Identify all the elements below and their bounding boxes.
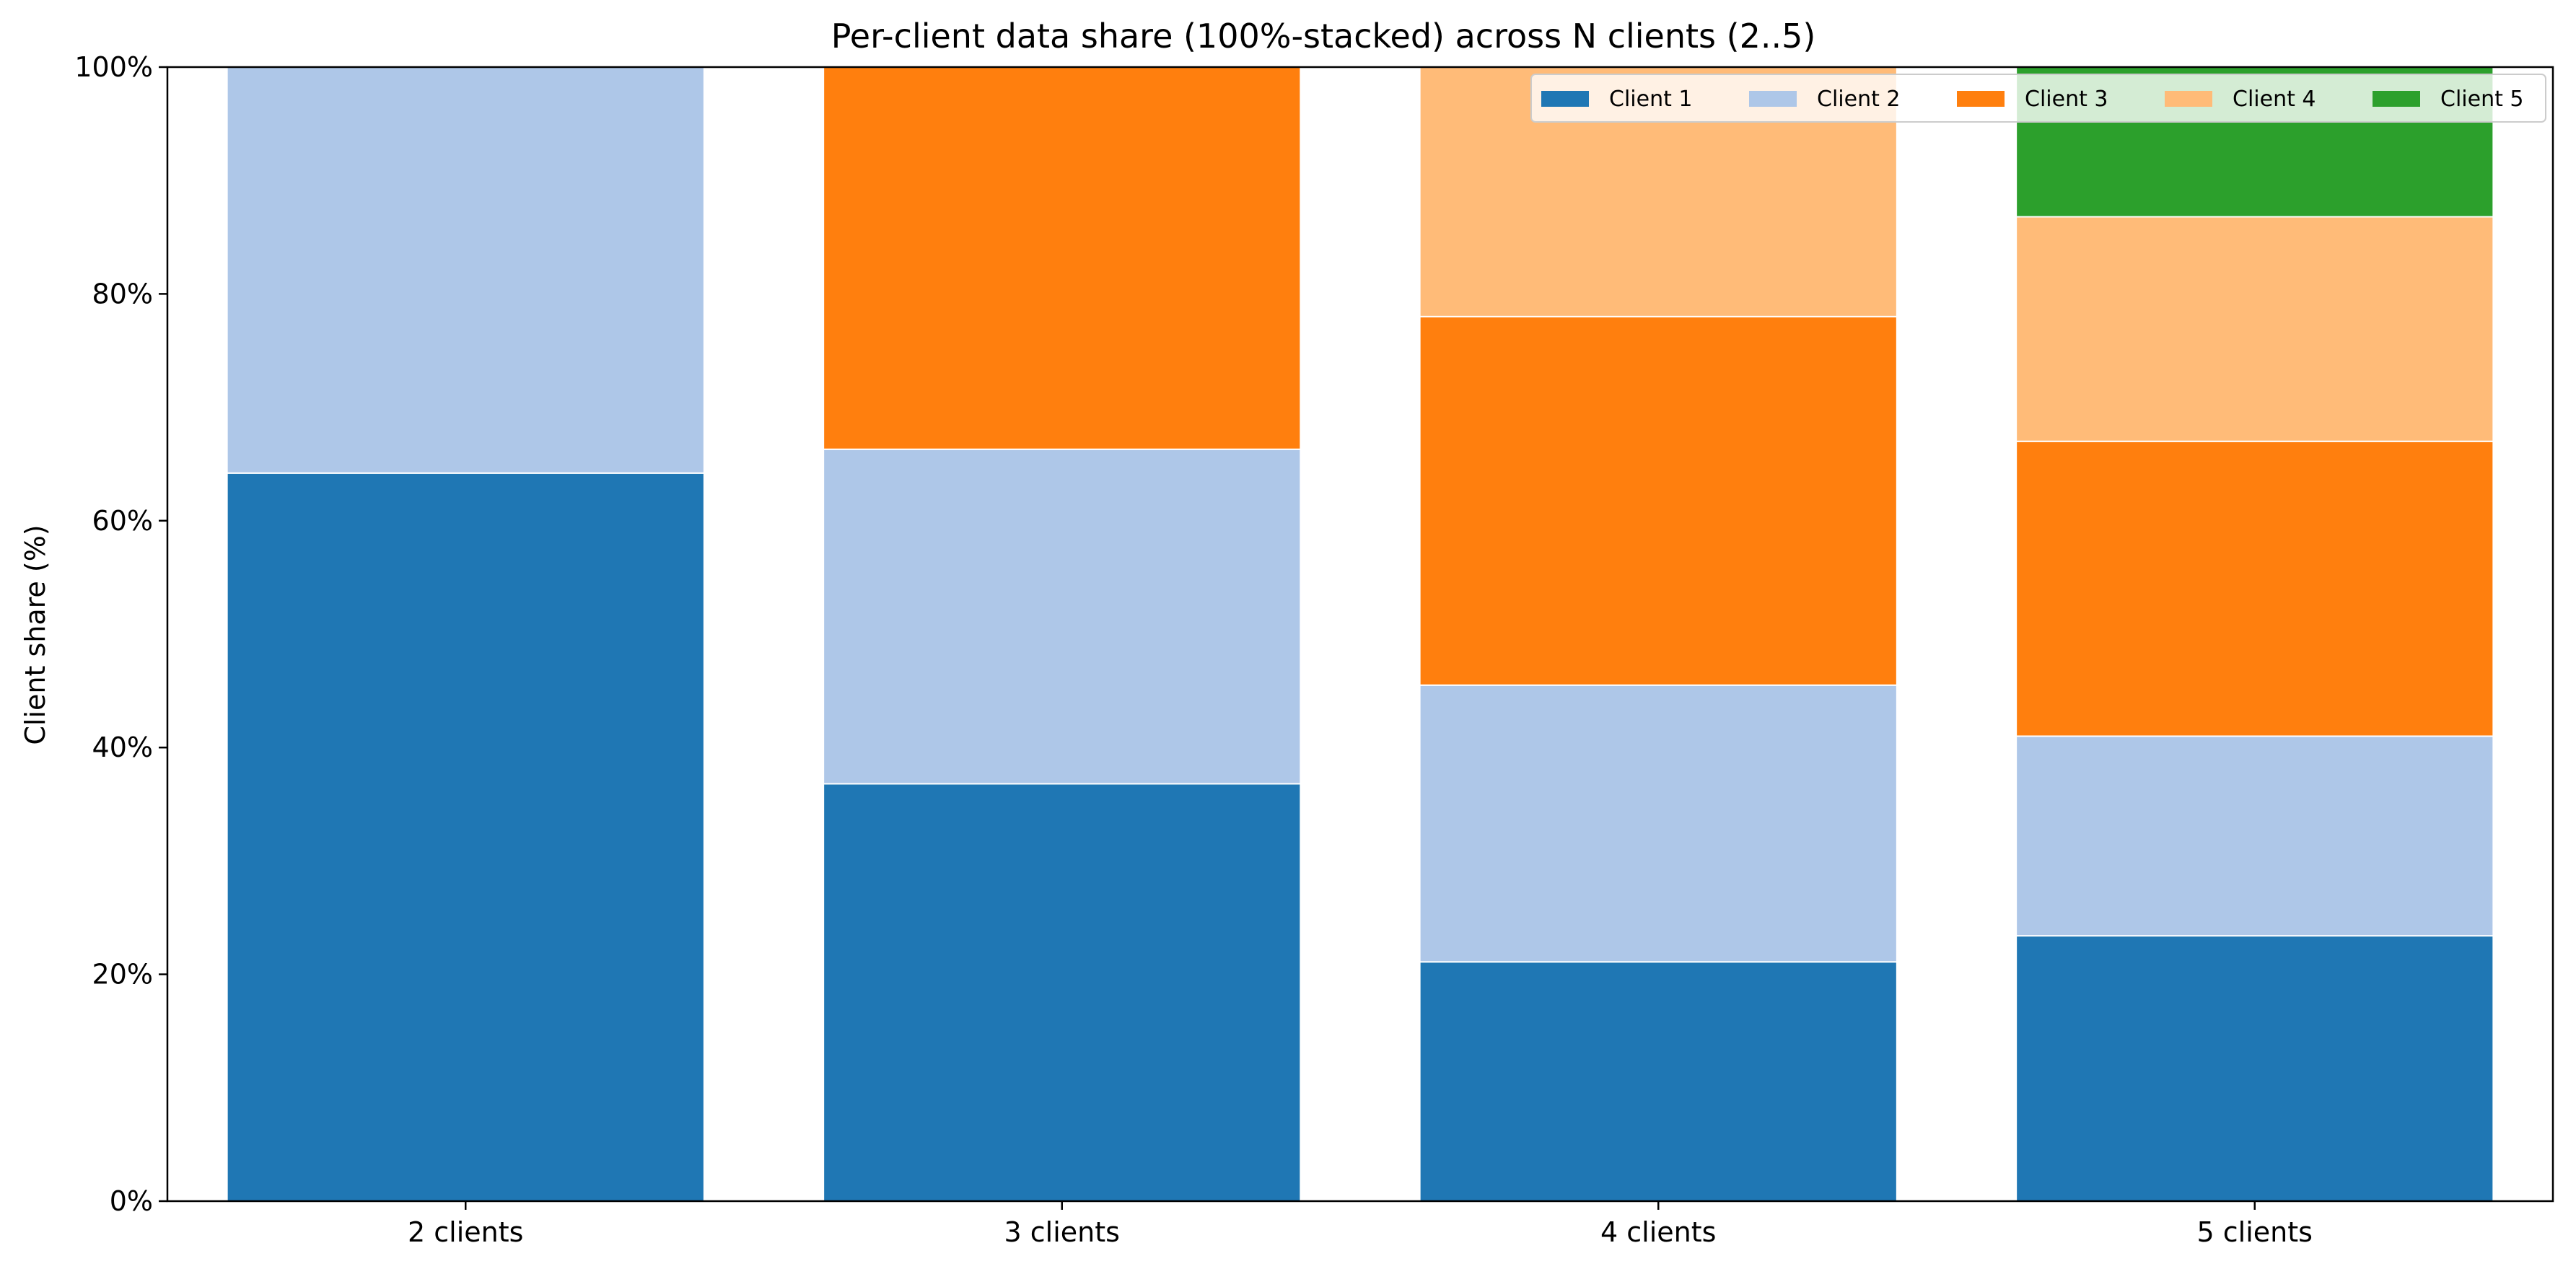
plot-frame	[166, 66, 2554, 1203]
bars-group	[226, 66, 2494, 1202]
bar-segment-client-1-4-clients	[1419, 961, 1898, 1202]
y-tick-label: 40%	[92, 732, 153, 763]
legend-swatch-client-5	[2373, 91, 2420, 107]
bar-segment-client-3-5-clients	[2015, 440, 2494, 737]
bar-segment-client-2-3-clients	[823, 448, 1302, 785]
y-tick-label: 60%	[92, 505, 153, 537]
bar-segment-client-1-2-clients	[226, 472, 705, 1202]
y-axis-label: Client share (%)	[19, 524, 51, 744]
legend-box	[1530, 74, 2546, 123]
legend-swatch-client-2	[1749, 91, 1797, 107]
legend-swatch-client-4	[2165, 91, 2212, 107]
x-tick-label: 5 clients	[2197, 1216, 2313, 1248]
y-tick-label: 100%	[74, 51, 153, 83]
x-tick-label: 3 clients	[1004, 1216, 1120, 1248]
x-tick-label: 4 clients	[1600, 1216, 1716, 1248]
y-tick-label: 80%	[92, 278, 153, 309]
x-axis-ticks: 2 clients 3 clients 4 clients 5 clients	[408, 1201, 2313, 1248]
legend-label-client-2: Client 2	[1817, 87, 1900, 112]
legend-label-client-1: Client 1	[1609, 87, 1692, 112]
legend-swatch-client-3	[1957, 91, 2005, 107]
x-tick-label: 2 clients	[408, 1216, 523, 1248]
bar-segment-client-3-3-clients	[823, 66, 1302, 450]
y-axis-ticks: 0% 20% 40% 60% 80% 100%	[74, 51, 167, 1217]
bar-segment-client-2-4-clients	[1419, 684, 1898, 963]
legend-label-client-5: Client 5	[2440, 87, 2523, 112]
legend-label-client-3: Client 3	[2025, 87, 2108, 112]
legend-swatch-client-1	[1541, 91, 1589, 107]
bar-segment-client-2-5-clients	[2015, 735, 2494, 937]
legend-label-client-4: Client 4	[2233, 87, 2316, 112]
chart-title: Per-client data share (100%-stacked) acr…	[831, 17, 1816, 56]
y-tick-label: 20%	[92, 959, 153, 990]
y-tick-label: 0%	[110, 1185, 153, 1217]
bar-segment-client-2-2-clients	[226, 66, 705, 474]
legend: Client 1 Client 2 Client 3 Client 4 Client 5	[1530, 74, 2546, 123]
bar-segment-client-1-5-clients	[2015, 935, 2494, 1202]
bar-segment-client-3-4-clients	[1419, 315, 1898, 686]
bar-segment-client-1-3-clients	[823, 783, 1302, 1202]
bar-segment-client-4-5-clients	[2015, 216, 2494, 442]
